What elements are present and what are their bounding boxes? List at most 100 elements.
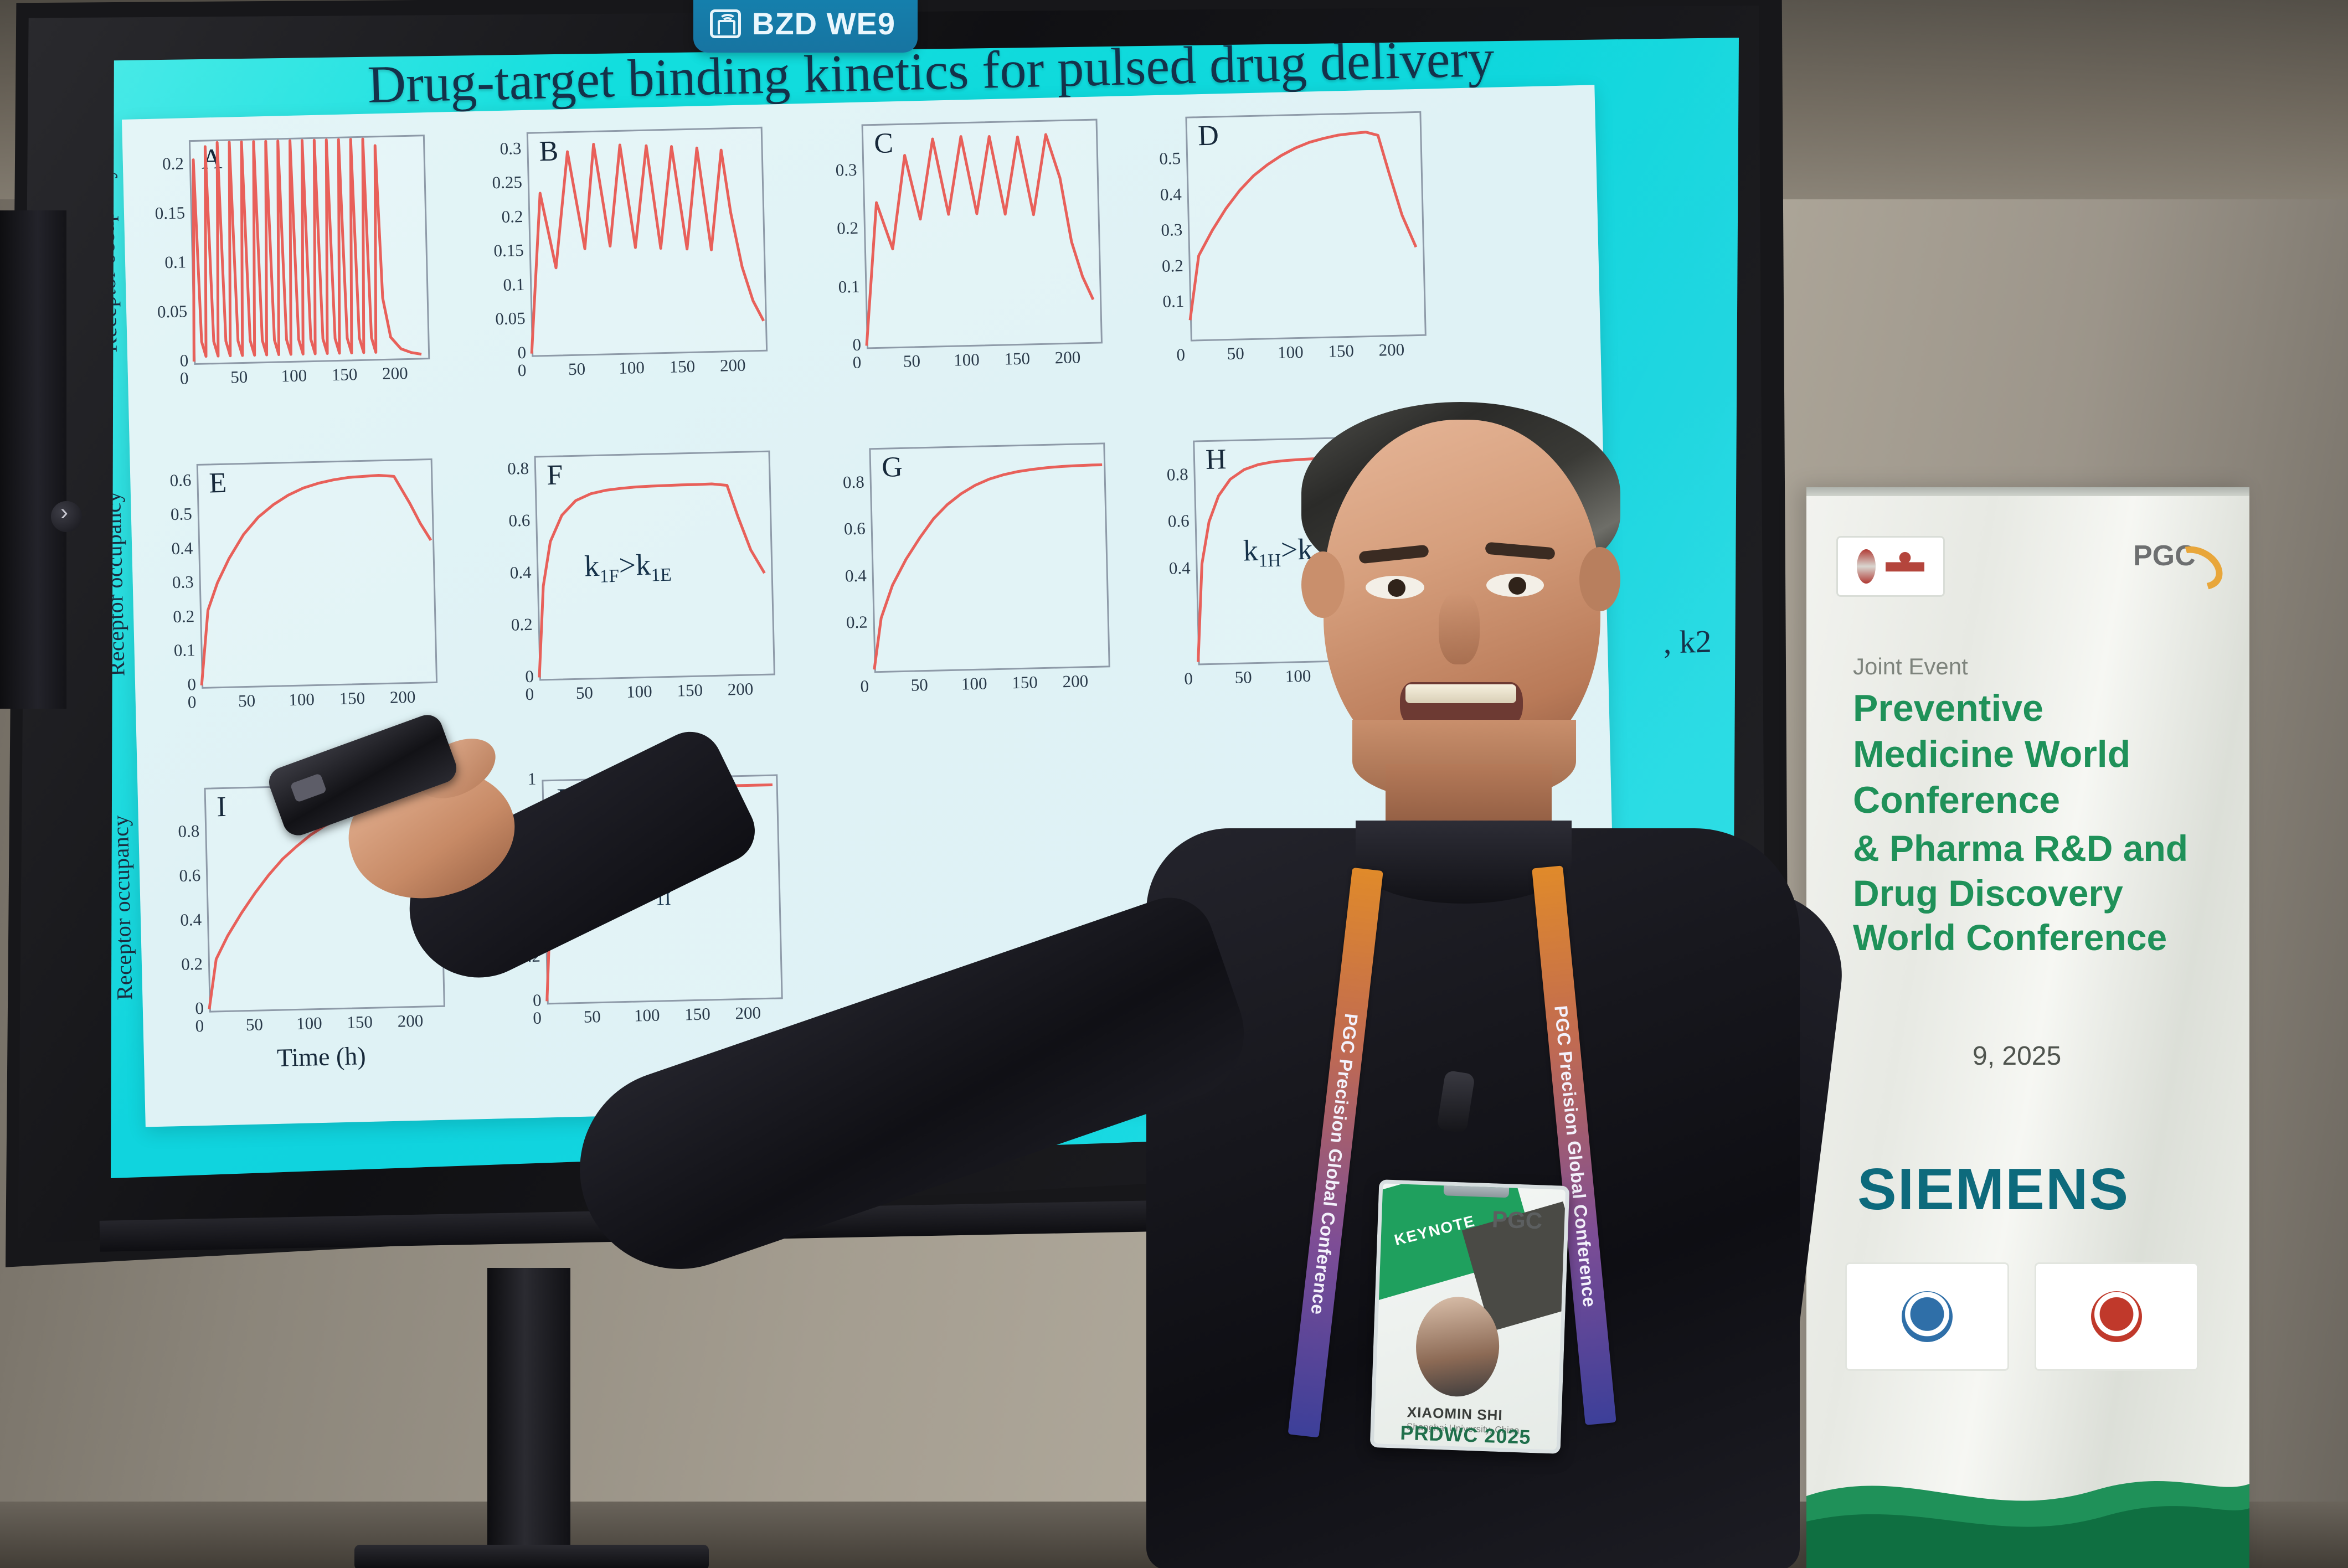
banner-heading-primary: Preventive Medicine World Conference: [1853, 687, 2131, 821]
display-side-panel: [0, 210, 66, 709]
figure-panel-e: E 0 0.1 0.2 0.3 0.4 0.5 0.6 0 50 100 150 200: [169, 458, 438, 711]
panel-curve-f: [538, 482, 766, 678]
x-tick-label: 100: [296, 1013, 323, 1034]
conference-rollup-banner: PGC Joint Event Preventive Medicine Worl…: [1806, 487, 2249, 1568]
y-tick-label: 0.2: [501, 206, 523, 226]
y-axis-label-row-1: Receptor occupancy: [111, 491, 130, 677]
badge-attendee-name: XIAOMIN SHI: [1407, 1404, 1503, 1424]
panel-curve-b: [530, 143, 765, 354]
figure-panel-d: D 0.1 0.2 0.3 0.4 0.5 0 50 100 150 200: [1159, 111, 1427, 364]
panel-curve-e: [200, 474, 432, 686]
y-tick-label: 0.25: [492, 172, 523, 193]
banner-date: 9, 2025: [1973, 1041, 2062, 1071]
y-tick-label: 0.5: [1159, 148, 1181, 169]
y-tick-label: 0.05: [495, 308, 526, 329]
cast-badge-label: BZD WE9: [752, 6, 895, 41]
speaker-ear-right: [1579, 547, 1620, 611]
banner-pgc-logo: PGC: [2133, 538, 2231, 599]
y-tick-label: 0.1: [164, 252, 187, 272]
x-tick-label: 200: [397, 1010, 424, 1031]
display-stand-column: [487, 1268, 570, 1568]
banner-footer-logos: [1845, 1262, 2211, 1371]
y-tick-label: 0.2: [173, 606, 195, 626]
x-tick-label: 200: [389, 687, 416, 707]
x-tick-label: 200: [382, 363, 409, 384]
x-tick-label: 0: [187, 692, 197, 712]
y-tick-label: 0.15: [155, 203, 186, 223]
cast-screen-icon: [710, 9, 741, 38]
badge-event-code: PRDWC 2025: [1399, 1421, 1532, 1448]
y-tick-label: 0.1: [1162, 291, 1185, 312]
y-axis-label-row-2: Receptor occupancy: [111, 814, 137, 1000]
x-tick-label: 100: [953, 349, 980, 370]
x-tick-label: 0: [1176, 344, 1186, 365]
y-tick-label: 0.3: [1161, 220, 1183, 240]
y-tick-label: 0.2: [181, 953, 203, 974]
y-tick-label: 0.6: [169, 470, 192, 490]
banner-heading-secondary: & Pharma R&D and Drug Discovery World Co…: [1853, 828, 2189, 958]
display-stand-foot: [354, 1545, 709, 1568]
speaker-eye-right: [1486, 574, 1544, 597]
speaker-ear-left: [1301, 551, 1345, 618]
x-tick-label: 200: [719, 355, 746, 375]
x-tick-label: 0: [517, 360, 527, 380]
y-tick-label: 0.3: [172, 572, 194, 592]
x-tick-label: 50: [245, 1014, 264, 1035]
y-tick-label: 0.4: [509, 562, 532, 582]
banner-wave-graphic: [1806, 1481, 2249, 1568]
x-tick-label: 150: [331, 364, 358, 385]
speaker-mouth: [1400, 682, 1523, 725]
x-tick-label: 0: [195, 1015, 204, 1036]
y-tick-label: 0.4: [179, 910, 202, 930]
speaker-eye-left: [1366, 576, 1424, 599]
y-tick-label: 0.2: [162, 153, 184, 174]
y-tick-label: 0.15: [493, 240, 524, 261]
x-tick-label: 100: [288, 689, 315, 710]
x-tick-label: 50: [903, 351, 921, 371]
badge-pgc-logo: PGC: [1491, 1206, 1543, 1234]
y-tick-label: 0.4: [171, 538, 193, 558]
y-tick-label: 0.3: [835, 159, 857, 180]
x-tick-label: 200: [1378, 339, 1405, 360]
y-tick-label: 1: [527, 768, 537, 789]
panel-curve-a: [192, 137, 422, 362]
x-tick-label: 100: [281, 365, 307, 386]
x-tick-label: 0: [179, 368, 189, 388]
y-tick-label: 0.1: [173, 640, 196, 661]
speaker: PGC Precision Global Conference PGC Prec…: [265, 402, 1851, 1568]
panel-curve-g: [873, 463, 1103, 670]
banner-joint-event-label: Joint Event: [1853, 653, 1968, 679]
x-tick-label: 50: [238, 690, 256, 711]
x-tick-label: 150: [347, 1012, 373, 1032]
y-tick-label: 0.2: [511, 614, 533, 635]
x-tick-label: 50: [568, 359, 586, 379]
banner-footer-logo-right: [2035, 1262, 2198, 1371]
panel-curve-d: [1188, 131, 1418, 321]
conference-name-badge: KEYNOTE PGC XIAOMIN SHI Shanghai Univers…: [1369, 1179, 1570, 1454]
speaker-teeth: [1405, 684, 1516, 703]
x-tick-label: 0: [525, 684, 534, 704]
banner-partner-logo: [1836, 536, 1945, 597]
figure-panel-c: C 0 0.1 0.2 0.3 0 50 100 150 200: [835, 118, 1103, 372]
banner-top-rail: [1806, 487, 2249, 496]
panel-curve-c: [865, 133, 1095, 346]
y-tick-label: 0.6: [179, 865, 201, 885]
x-tick-label: 100: [618, 357, 645, 378]
y-tick-label: 0.4: [1160, 184, 1182, 204]
y-tick-label: 0.1: [503, 274, 525, 295]
x-tick-label: 100: [1277, 342, 1304, 362]
y-tick-label: 0.2: [1161, 255, 1184, 276]
y-tick-label: 0.2: [836, 218, 859, 239]
y-tick-label: 0.1: [838, 276, 860, 297]
speaker-nose: [1439, 592, 1480, 664]
y-tick-label: 0.05: [157, 301, 188, 322]
y-tick-label: 0.3: [500, 138, 522, 158]
y-tick-label: 0.8: [507, 458, 529, 478]
display-next-button[interactable]: [51, 499, 82, 532]
x-tick-label: 200: [1054, 347, 1081, 368]
figure-panel-g: G 0.2 0.4 0.6 0.8 0 50 100 150 200: [843, 442, 1110, 696]
cast-status-badge[interactable]: BZD WE9: [693, 0, 918, 53]
banner-logo-row: PGC: [1836, 536, 2231, 599]
x-tick-label: 50: [1227, 343, 1245, 364]
